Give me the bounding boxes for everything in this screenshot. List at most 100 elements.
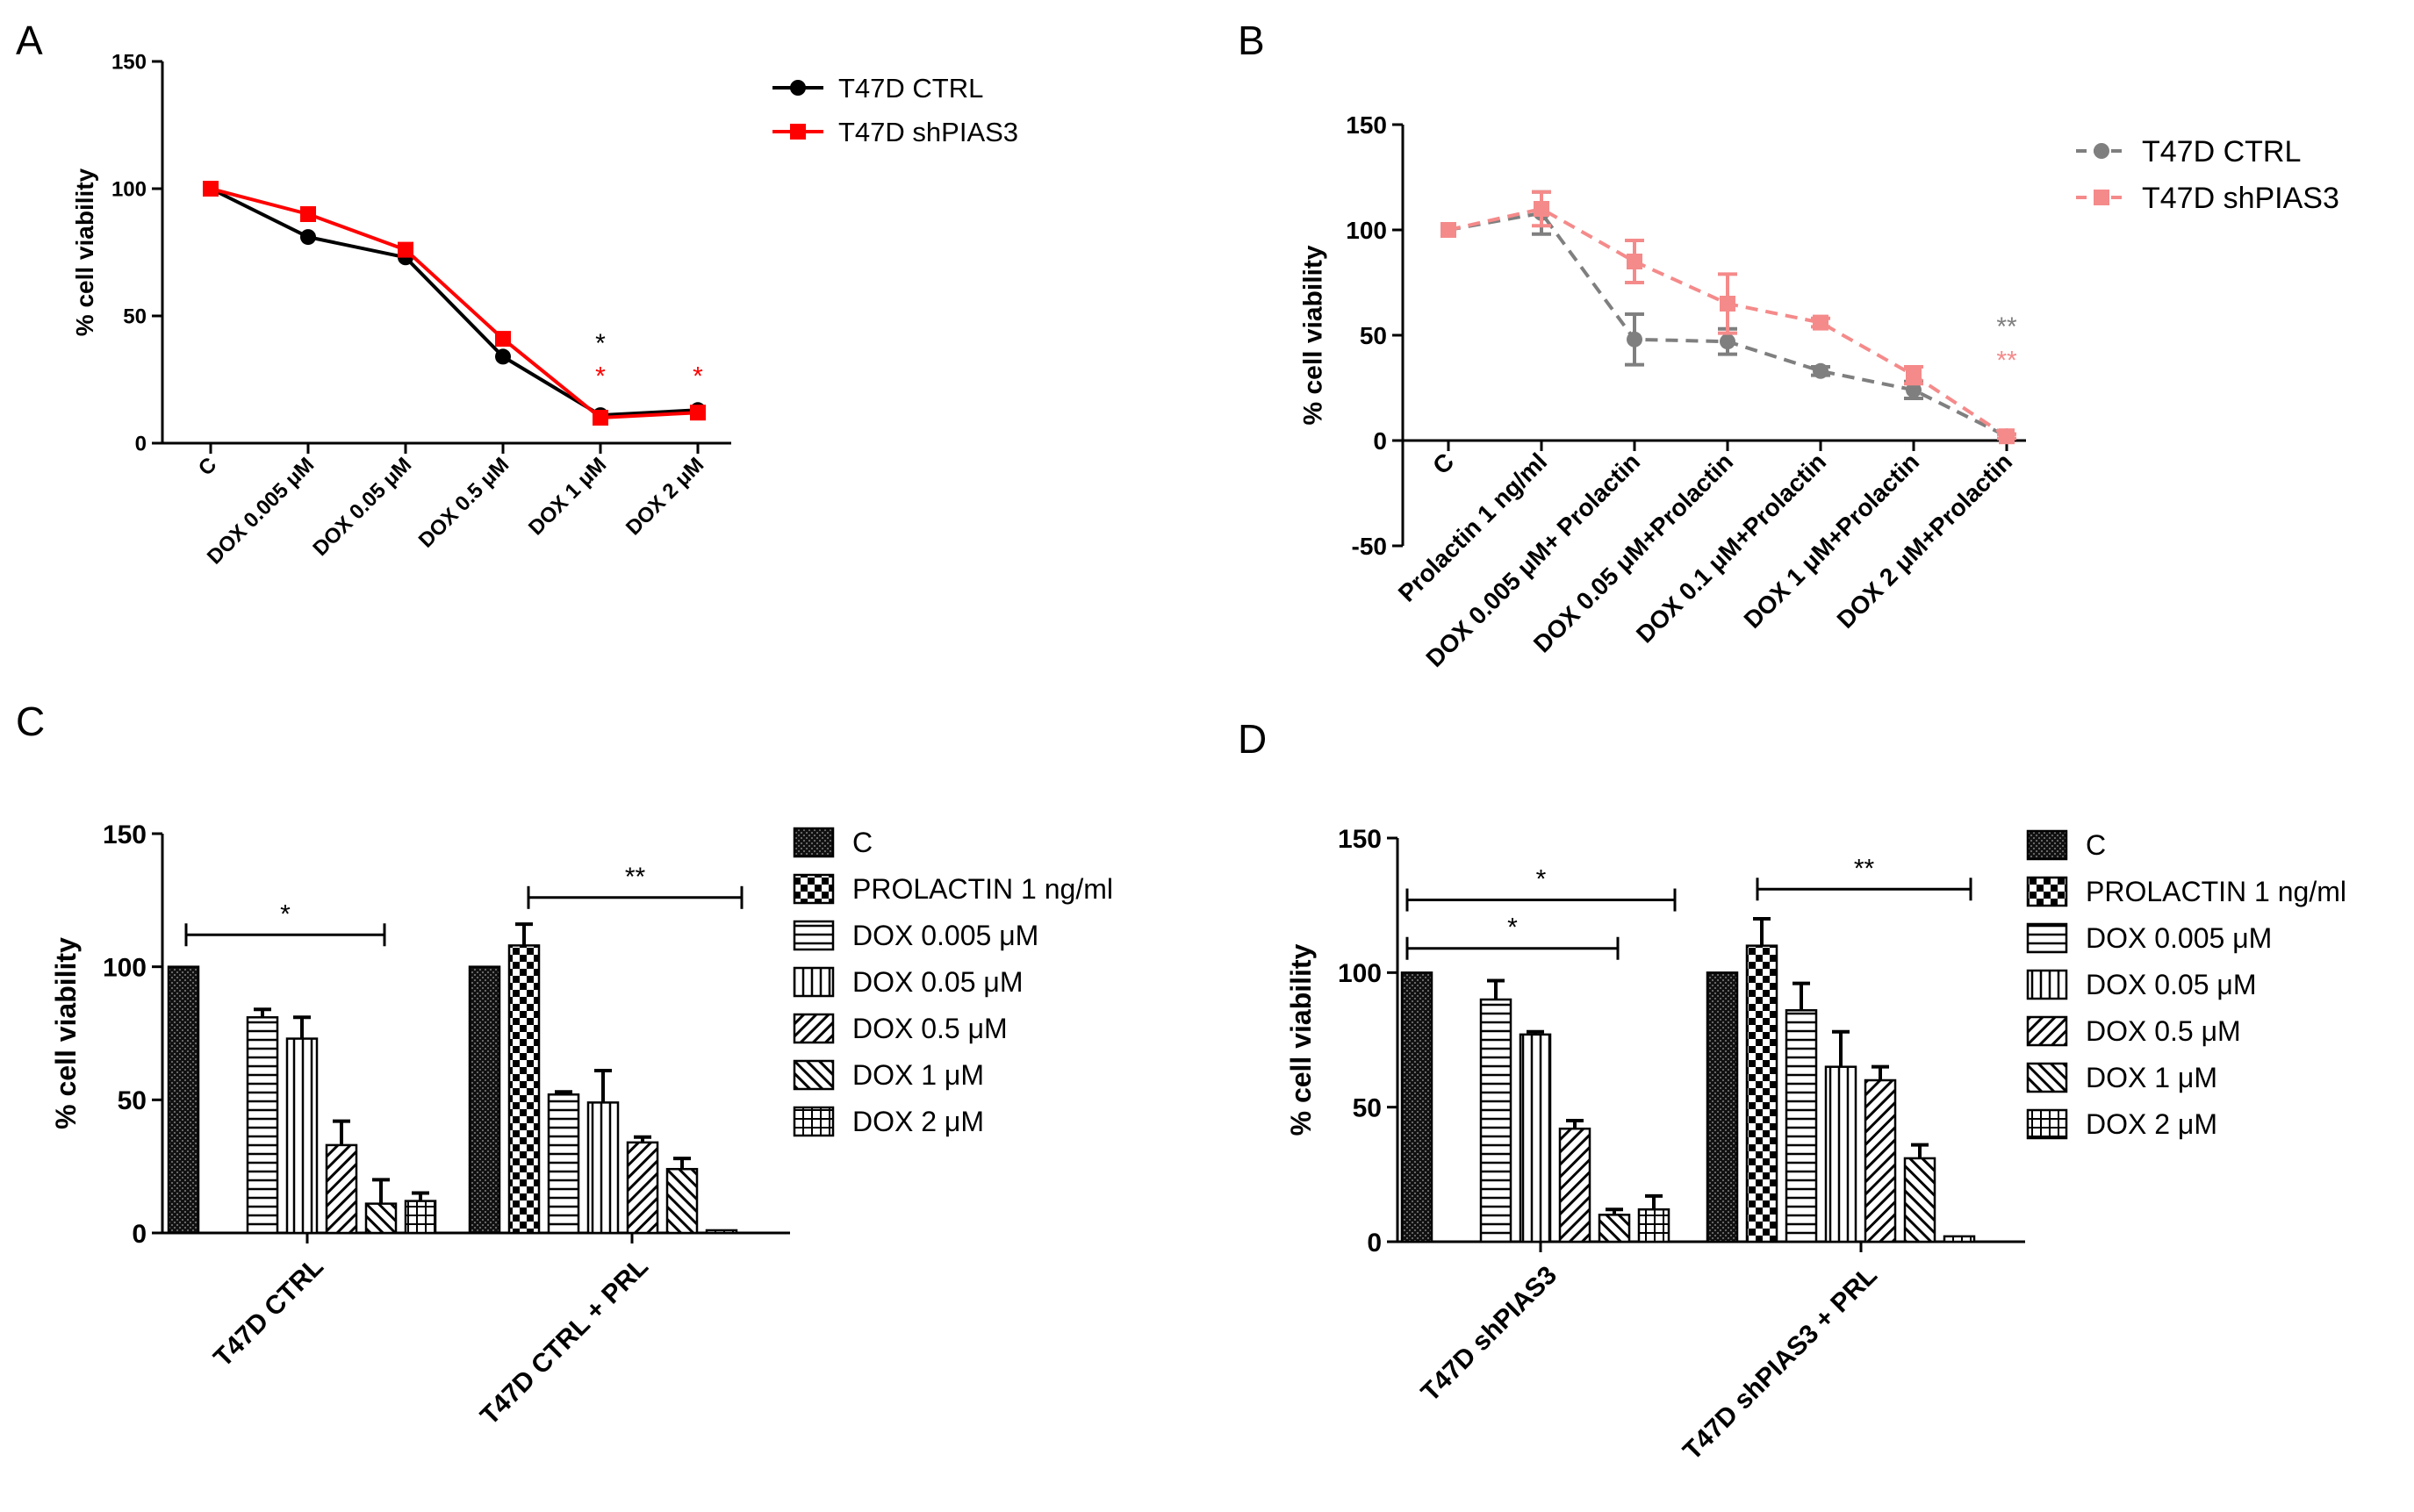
bar xyxy=(1824,1065,1857,1243)
legend-swatch xyxy=(2026,1062,2068,1093)
significance-star: * xyxy=(693,362,703,391)
legend-label: DOX 0.05 μM xyxy=(2086,969,2257,1000)
y-tick-label: 50 xyxy=(1353,1093,1382,1122)
x-tick-label: DOX 2 μM xyxy=(621,453,708,540)
data-point xyxy=(593,410,608,426)
y-tick-label: 50 xyxy=(118,1086,147,1115)
legend-label: DOX 0.5 μM xyxy=(852,1013,1008,1044)
y-tick-label: 50 xyxy=(1360,322,1387,349)
panel-letter-c: C xyxy=(16,699,45,744)
bar xyxy=(705,1229,738,1235)
y-tick-label: 100 xyxy=(1346,217,1387,244)
panel-d-bar-chart: 0 50 100 150 % cell viability T47D shPIAS3 T47… xyxy=(1285,825,2346,1466)
bar xyxy=(1943,1235,1976,1243)
legend-swatch xyxy=(793,920,835,951)
data-point xyxy=(495,331,511,348)
legend-label: DOX 0.05 μM xyxy=(852,966,1024,998)
x-tick-label: DOX 2 μM+Prolactin xyxy=(1832,448,2018,634)
bar xyxy=(1903,1157,1936,1243)
x-tick-label: T47D shPIAS3 xyxy=(1416,1261,1563,1408)
bar xyxy=(1637,1207,1670,1243)
data-point xyxy=(1813,314,1828,331)
legend-label: T47D CTRL xyxy=(2142,135,2301,168)
data-point xyxy=(1813,362,1828,379)
x-tick-label: T47D CTRL xyxy=(208,1252,329,1373)
data-point xyxy=(1720,296,1735,312)
significance-star: ** xyxy=(1996,312,2017,341)
legend-label: T47D shPIAS3 xyxy=(838,117,1018,147)
x-tick-label: T47D CTRL + PRL xyxy=(475,1252,654,1431)
bar xyxy=(626,1141,659,1235)
y-tick-label: -50 xyxy=(1352,533,1387,560)
legend-swatch xyxy=(793,1106,835,1137)
legend-label: DOX 0.5 μM xyxy=(2086,1015,2241,1047)
bar xyxy=(1706,971,1739,1243)
x-tick-label: DOX 1 μM+Prolactin xyxy=(1739,448,1925,634)
bar xyxy=(1400,971,1433,1243)
legend-label: PROLACTIN 1 ng/ml xyxy=(2086,876,2346,907)
significance-star: * xyxy=(1536,865,1547,894)
bar xyxy=(507,944,541,1235)
y-axis-title: % cell viability xyxy=(71,168,98,336)
bar xyxy=(246,1016,279,1235)
x-tick-label: DOX 0.5 μM xyxy=(414,453,514,552)
y-tick-label: 150 xyxy=(103,820,147,849)
data-point xyxy=(1999,428,2015,445)
bar xyxy=(1785,1009,1818,1243)
bar xyxy=(1864,1078,1897,1243)
panel-letter-d: D xyxy=(1238,716,1267,762)
y-tick-label: 0 xyxy=(1367,1229,1382,1258)
significance-star: ** xyxy=(1854,854,1875,883)
legend-swatch xyxy=(2026,1015,2068,1047)
series-line xyxy=(210,187,699,420)
legend-swatch xyxy=(2026,922,2068,954)
bar xyxy=(1745,944,1778,1243)
legend-marker xyxy=(2094,143,2109,159)
x-tick-label: DOX 1 μM xyxy=(524,453,611,540)
y-axis-title: % cell viability xyxy=(1299,245,1328,425)
y-tick-label: 100 xyxy=(111,178,147,202)
y-tick-label: 0 xyxy=(132,1220,147,1249)
legend-swatch xyxy=(2026,1108,2068,1140)
significance-star: * xyxy=(595,362,606,391)
data-point xyxy=(398,241,413,258)
y-tick-label: 100 xyxy=(1338,959,1382,988)
legend-swatch xyxy=(2026,829,2068,861)
x-tick-label: C xyxy=(1427,448,1459,479)
legend-swatch xyxy=(793,1013,835,1044)
data-point xyxy=(495,348,511,365)
legend-swatch xyxy=(793,966,835,998)
significance-star: ** xyxy=(1996,346,2017,375)
y-tick-label: 50 xyxy=(123,305,147,329)
significance-star: * xyxy=(280,899,291,928)
data-point xyxy=(690,405,706,421)
y-tick-label: 0 xyxy=(135,433,147,456)
bar xyxy=(1519,1033,1552,1243)
data-point xyxy=(300,229,316,246)
significance-star: * xyxy=(595,329,606,358)
legend-swatch xyxy=(793,827,835,858)
x-tick-label: T47D shPIAS3 + PRL xyxy=(1678,1261,1883,1466)
legend-label: C xyxy=(852,827,873,858)
legend-label: DOX 1 μM xyxy=(2086,1062,2217,1093)
legend-swatch xyxy=(2026,969,2068,1000)
data-point xyxy=(300,206,316,222)
data-point xyxy=(1440,222,1456,238)
y-axis-title: % cell viability xyxy=(50,937,82,1129)
bar xyxy=(167,965,200,1235)
legend-label: C xyxy=(2086,829,2106,861)
legend-label: T47D shPIAS3 xyxy=(2142,182,2339,215)
bar xyxy=(1479,998,1512,1243)
legend-swatch xyxy=(793,1059,835,1091)
series-line xyxy=(210,187,699,418)
data-point xyxy=(1720,333,1735,350)
bar xyxy=(1558,1127,1591,1243)
legend-label: DOX 2 μM xyxy=(2086,1108,2217,1140)
bar xyxy=(1598,1214,1631,1243)
legend-label: PROLACTIN 1 ng/ml xyxy=(852,873,1113,905)
legend-marker xyxy=(2094,190,2109,205)
significance-star: ** xyxy=(625,863,646,892)
